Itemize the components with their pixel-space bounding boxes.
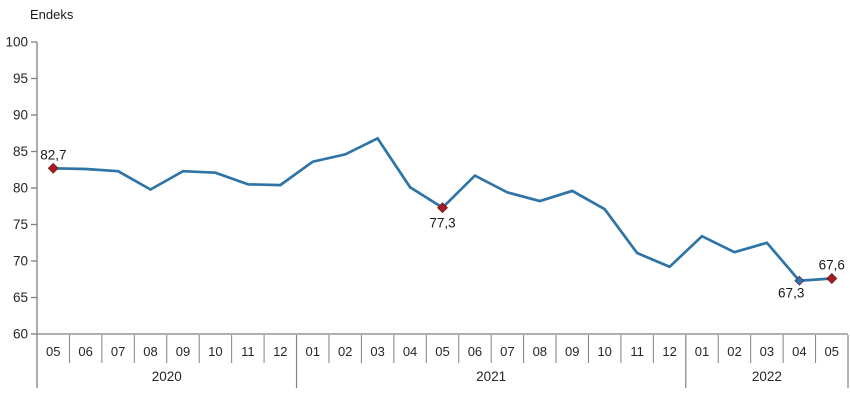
x-month-label: 12 xyxy=(273,344,287,359)
x-year-label: 2022 xyxy=(752,369,782,384)
x-month-label: 12 xyxy=(662,344,676,359)
x-month-label: 04 xyxy=(403,344,417,359)
x-month-label: 06 xyxy=(78,344,92,359)
x-year-label: 2021 xyxy=(476,369,506,384)
x-month-label: 04 xyxy=(792,344,806,359)
x-month-label: 08 xyxy=(143,344,157,359)
x-month-label: 10 xyxy=(208,344,222,359)
x-month-label: 02 xyxy=(727,344,741,359)
data-point-marker-red-diamond xyxy=(826,273,838,284)
data-point-marker-red-diamond xyxy=(437,202,448,214)
data-point-marker-blue-diamond xyxy=(794,275,805,286)
x-month-label: 01 xyxy=(306,344,320,359)
x-month-label: 07 xyxy=(111,344,125,359)
x-month-label: 01 xyxy=(695,344,709,359)
y-axis-title: Endeks xyxy=(30,7,74,22)
data-point-marker-red-diamond xyxy=(47,162,59,174)
x-month-label: 05 xyxy=(825,344,839,359)
x-month-label: 10 xyxy=(597,344,611,359)
x-month-label: 03 xyxy=(760,344,774,359)
x-month-label: 09 xyxy=(565,344,579,359)
y-tick-label: 65 xyxy=(13,290,28,305)
data-point-label: 82,7 xyxy=(40,147,66,162)
x-month-label: 07 xyxy=(500,344,514,359)
y-tick-label: 95 xyxy=(13,71,28,86)
data-point-label: 67,3 xyxy=(778,286,804,301)
y-tick-label: 90 xyxy=(13,108,28,123)
x-month-label: 08 xyxy=(533,344,547,359)
x-month-label: 05 xyxy=(46,344,60,359)
x-year-label: 2020 xyxy=(152,369,182,384)
y-tick-label: 75 xyxy=(13,217,28,232)
data-point-label: 77,3 xyxy=(429,216,455,231)
y-tick-label: 85 xyxy=(13,144,28,159)
y-tick-label: 80 xyxy=(13,181,28,196)
x-month-label: 03 xyxy=(370,344,384,359)
x-month-label: 06 xyxy=(468,344,482,359)
x-month-label: 02 xyxy=(338,344,352,359)
y-tick-label: 100 xyxy=(5,35,28,50)
y-tick-label: 70 xyxy=(13,254,28,269)
y-tick-label: 60 xyxy=(13,327,28,342)
x-month-label: 09 xyxy=(176,344,190,359)
x-month-label: 05 xyxy=(435,344,449,359)
data-point-label: 67,6 xyxy=(819,258,845,273)
x-month-label: 11 xyxy=(241,344,255,359)
x-month-label: 11 xyxy=(630,344,644,359)
